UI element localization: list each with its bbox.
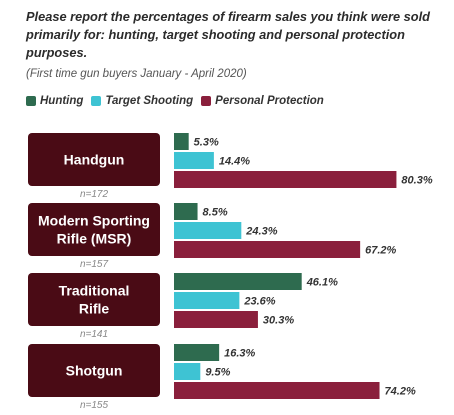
data-label-target-shooting: 24.3% — [245, 226, 277, 238]
chart-subtitle: (First time gun buyers January - April 2… — [26, 68, 247, 80]
legend-item-personal-protection: Personal Protection — [201, 95, 324, 107]
bar-personal-protection — [174, 311, 258, 328]
data-label-personal-protection: 74.2% — [385, 386, 416, 398]
legend-swatch-personal-protection — [201, 96, 212, 106]
sample-size-label: n=157 — [80, 259, 109, 270]
legend-label-hunting: Hunting — [40, 95, 84, 107]
sample-size-label: n=141 — [80, 329, 108, 340]
data-label-hunting: 5.3% — [194, 137, 219, 149]
bar-personal-protection — [174, 241, 361, 258]
bar-target-shooting — [174, 222, 242, 239]
bar-personal-protection — [174, 382, 380, 399]
category-box — [28, 273, 160, 326]
bar-hunting — [174, 203, 198, 220]
data-label-personal-protection: 80.3% — [401, 175, 432, 187]
bar-personal-protection — [174, 171, 397, 188]
sample-size-label: n=172 — [80, 189, 109, 200]
sample-size-label: n=155 — [80, 400, 109, 411]
data-label-personal-protection: 67.2% — [365, 245, 396, 257]
legend-item-target-shooting: Target Shooting — [91, 95, 193, 107]
bar-target-shooting — [174, 152, 214, 169]
legend-label-personal-protection: Personal Protection — [215, 95, 324, 107]
bar-target-shooting — [174, 363, 201, 380]
category-box — [28, 344, 160, 397]
category-box — [28, 203, 160, 256]
category-label: Traditional — [59, 283, 130, 299]
bar-target-shooting — [174, 292, 240, 309]
legend-item-hunting: Hunting — [26, 95, 83, 107]
bar-hunting — [174, 273, 302, 290]
data-label-target-shooting: 23.6% — [243, 296, 275, 308]
category-label: Handgun — [64, 152, 125, 168]
bar-hunting — [174, 133, 189, 150]
legend: Hunting Target Shooting Personal Protect… — [26, 95, 332, 107]
category-label: Shotgun — [66, 363, 123, 379]
chart-title: Please report the percentages of firearm… — [26, 9, 430, 60]
bar-hunting — [174, 344, 220, 361]
legend-swatch-target-shooting — [91, 96, 102, 106]
data-label-hunting: 8.5% — [203, 207, 228, 219]
data-label-hunting: 16.3% — [224, 348, 255, 360]
legend-swatch-hunting — [26, 96, 36, 106]
data-label-target-shooting: 9.5% — [205, 367, 230, 379]
category-label: Modern Sporting — [38, 213, 150, 229]
category-box — [28, 133, 160, 186]
data-label-target-shooting: 14.4% — [219, 156, 250, 168]
category-label: Rifle (MSR) — [57, 231, 132, 247]
legend-label-target-shooting: Target Shooting — [105, 95, 194, 107]
category-label: Rifle — [79, 301, 110, 317]
data-label-personal-protection: 30.3% — [263, 315, 294, 327]
data-label-hunting: 46.1% — [306, 277, 338, 289]
